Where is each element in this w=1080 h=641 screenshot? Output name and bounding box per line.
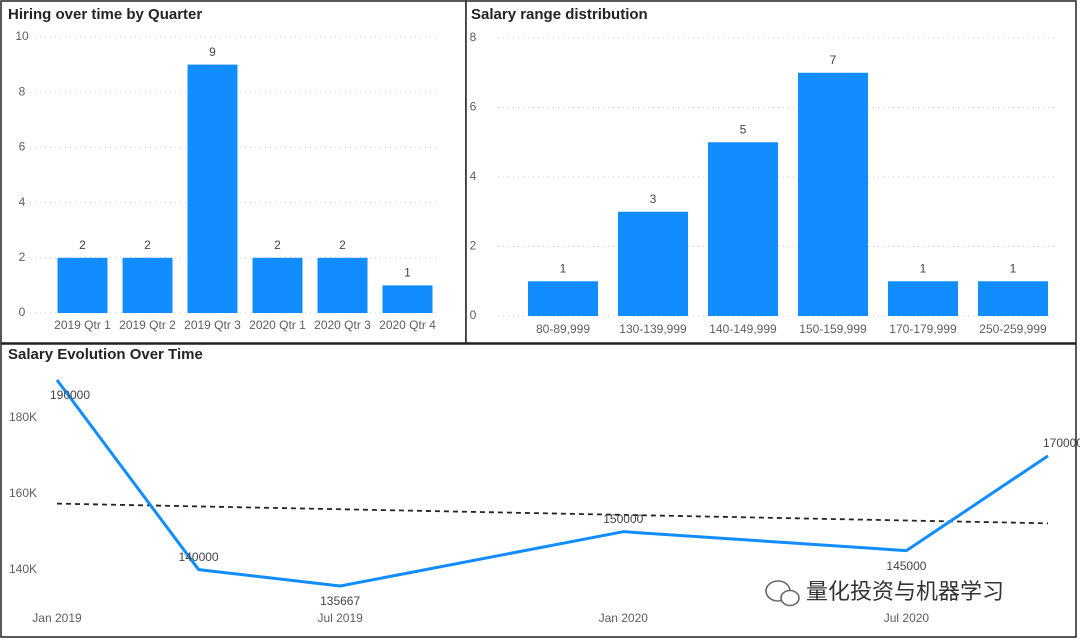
chart-title: Hiring over time by Quarter	[8, 6, 202, 23]
y-tick-label: 140K	[9, 562, 37, 576]
value-label: 190000	[50, 388, 90, 402]
x-tick-label: 2020 Qtr 1	[249, 318, 306, 332]
value-label: 170000	[1043, 436, 1080, 450]
x-tick-label: 2019 Qtr 2	[119, 318, 176, 332]
y-tick-label: 2	[19, 250, 26, 264]
x-tick-label: 250-259,999	[979, 322, 1047, 336]
x-tick-label: 2019 Qtr 1	[54, 318, 111, 332]
bar	[978, 281, 1048, 316]
bar	[618, 211, 688, 316]
x-tick-label: 80-89,999	[536, 322, 590, 336]
value-label: 5	[740, 122, 747, 136]
y-tick-label: 160K	[9, 486, 37, 500]
watermark: 量化投资与机器学习	[806, 579, 1004, 604]
x-tick-label: 2019 Qtr 3	[184, 318, 241, 332]
value-label: 2	[144, 238, 151, 252]
y-tick-label: 180K	[9, 410, 37, 424]
line	[55, 379, 1049, 588]
y-tick-label: 0	[19, 305, 26, 319]
value-label: 2	[339, 238, 346, 252]
value-label: 140000	[179, 550, 219, 564]
bar	[798, 72, 868, 316]
x-tick-label: 150-159,999	[799, 322, 867, 336]
y-tick-label: 0	[470, 308, 477, 322]
bar	[382, 285, 433, 313]
value-label: 1	[560, 261, 567, 275]
value-label: 1	[920, 261, 927, 275]
x-tick-label: 2020 Qtr 4	[379, 318, 436, 332]
y-tick-label: 10	[15, 29, 29, 43]
y-tick-label: 8	[19, 84, 26, 98]
y-tick-label: 4	[470, 169, 477, 183]
bar	[888, 281, 958, 316]
x-tick-label: Jul 2020	[884, 611, 930, 625]
y-tick-label: 6	[19, 140, 26, 154]
bar	[252, 257, 303, 313]
x-tick-label: 140-149,999	[709, 322, 777, 336]
value-label: 145000	[886, 559, 926, 573]
y-tick-label: 8	[470, 30, 477, 44]
bar	[317, 257, 368, 313]
value-label: 135667	[320, 594, 360, 608]
trend-line	[56, 502, 1049, 525]
x-tick-label: Jan 2020	[599, 611, 649, 625]
y-tick-label: 2	[470, 239, 477, 253]
bar	[122, 257, 173, 313]
watermark-icon	[765, 580, 800, 607]
x-tick-label: Jul 2019	[317, 611, 363, 625]
x-tick-label: 2020 Qtr 3	[314, 318, 371, 332]
x-tick-label: Jan 2019	[32, 611, 82, 625]
bar	[528, 281, 598, 316]
panel	[0, 343, 1077, 638]
value-label: 7	[830, 53, 837, 67]
bar	[187, 64, 238, 313]
value-label: 2	[274, 238, 281, 252]
x-tick-label: 170-179,999	[889, 322, 957, 336]
chart-title: Salary range distribution	[471, 6, 648, 23]
value-label: 1	[404, 266, 411, 280]
y-tick-label: 4	[19, 195, 26, 209]
value-label: 3	[650, 192, 657, 206]
value-label: 2	[79, 238, 86, 252]
value-label: 150000	[603, 512, 643, 526]
chart-title: Salary Evolution Over Time	[8, 346, 203, 363]
x-tick-label: 130-139,999	[619, 322, 687, 336]
value-label: 1	[1010, 261, 1017, 275]
value-label: 9	[209, 45, 216, 59]
y-tick-label: 6	[470, 100, 477, 114]
bar	[57, 257, 108, 313]
bar	[708, 142, 778, 316]
